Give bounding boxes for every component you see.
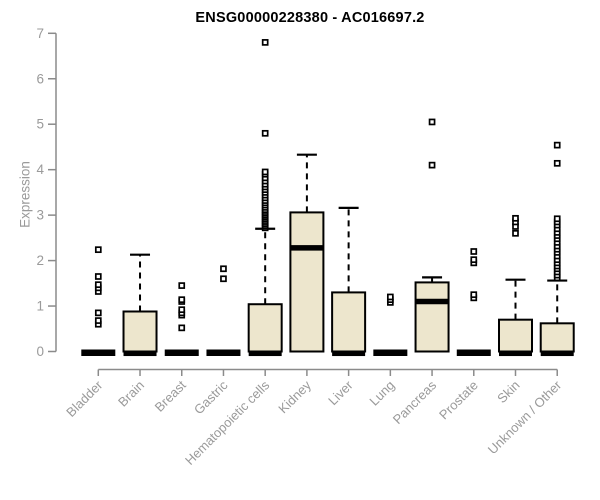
outlier-point xyxy=(261,39,269,46)
outlier-point xyxy=(220,265,227,273)
outlier-point xyxy=(512,214,519,222)
flat-box-9 xyxy=(456,349,491,356)
box-6 xyxy=(331,291,367,353)
median-line xyxy=(415,298,449,305)
median-line xyxy=(499,350,532,357)
box-1 xyxy=(122,310,158,353)
flat-box-2 xyxy=(164,349,199,356)
flat-box-3 xyxy=(206,349,241,356)
outlier-point xyxy=(178,282,186,289)
outlier-point xyxy=(178,296,186,304)
flat-box-0 xyxy=(81,349,116,356)
box-4 xyxy=(247,303,283,353)
median-line xyxy=(540,350,574,357)
category-label: Liver xyxy=(325,377,356,408)
category-label: Bladder xyxy=(63,377,106,420)
median-line xyxy=(248,350,282,357)
y-tick-label: 2 xyxy=(36,253,44,268)
median-line xyxy=(290,245,324,251)
category-label: Lung xyxy=(366,378,397,409)
outlier-point xyxy=(220,275,227,283)
outlier-point xyxy=(428,118,436,126)
category-label: Skin xyxy=(494,378,522,406)
category-label: Kidney xyxy=(275,377,314,416)
category-label: Unknown / Other xyxy=(485,377,565,457)
median-line xyxy=(332,350,366,357)
y-tick-label: 6 xyxy=(36,71,44,86)
median-line xyxy=(123,350,157,357)
outlier-point xyxy=(178,306,186,314)
category-label: Pancreas xyxy=(390,377,440,427)
y-tick-label: 0 xyxy=(36,344,44,359)
outlier-point xyxy=(470,248,478,255)
y-tick-label: 4 xyxy=(36,162,44,177)
y-tick-label: 5 xyxy=(36,117,44,132)
outlier-point xyxy=(428,161,436,169)
outlier-point xyxy=(553,159,561,167)
outlier-point xyxy=(178,324,186,332)
outlier-point xyxy=(470,291,478,299)
flat-box-7 xyxy=(373,349,408,356)
category-label: Gastric xyxy=(191,377,231,417)
box-5 xyxy=(289,211,325,353)
outlier-point xyxy=(94,281,102,289)
outlier-point xyxy=(553,141,561,149)
chart-title: ENSG00000228380 - AC016697.2 xyxy=(195,10,425,26)
category-label: Brain xyxy=(115,378,147,410)
y-tick-label: 1 xyxy=(36,299,44,314)
outlier-point xyxy=(94,317,102,324)
y-tick-label: 3 xyxy=(36,208,44,223)
category-label: Prostate xyxy=(436,378,481,423)
category-label: Breast xyxy=(152,377,189,414)
outlier-point xyxy=(94,246,102,254)
outlier-point xyxy=(261,129,269,137)
box-11 xyxy=(539,322,575,353)
outlier-point xyxy=(512,229,519,237)
outlier-point xyxy=(261,168,269,176)
box-8 xyxy=(414,281,450,353)
outlier-point xyxy=(386,293,394,301)
outlier-point xyxy=(94,309,102,317)
outlier-point xyxy=(470,256,478,264)
outlier-point xyxy=(94,273,102,280)
y-tick-label: 7 xyxy=(36,26,44,41)
box-10 xyxy=(498,318,533,353)
outlier-point xyxy=(553,215,561,223)
